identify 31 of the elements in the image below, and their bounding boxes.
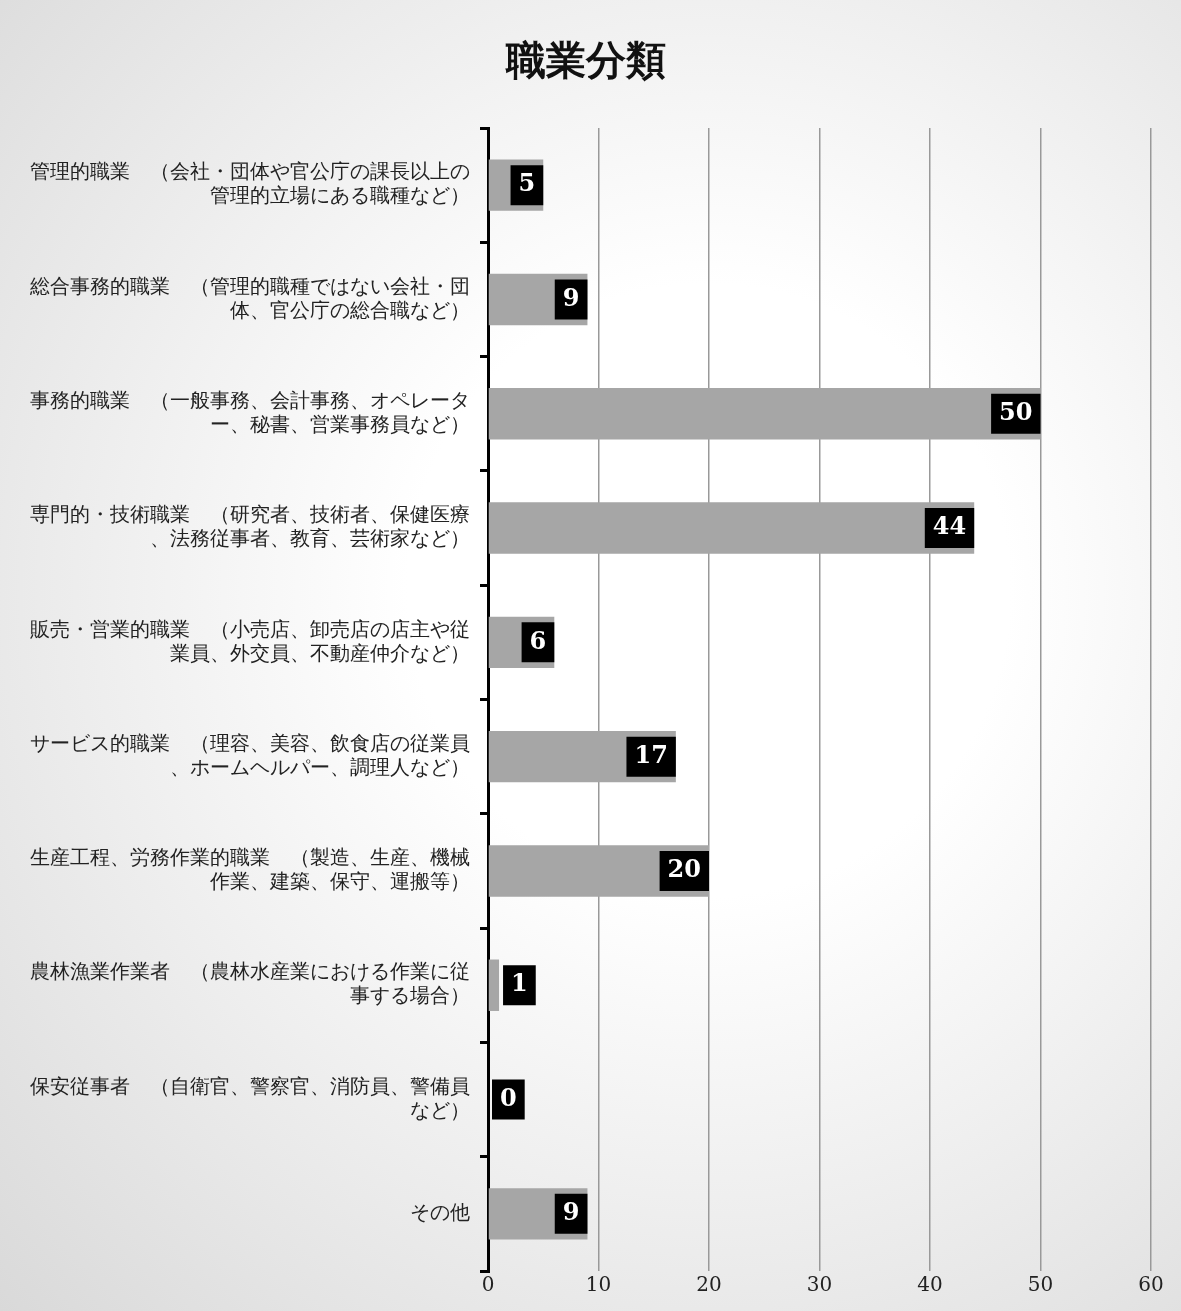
data-label: 20: [667, 854, 701, 884]
data-label: 44: [932, 511, 967, 541]
x-tick-label: 0: [481, 1272, 495, 1297]
y-tick-label: 専門的・技術職業 （研究者、技術者、保健医療、法務従事者、教育、芸術家など）: [30, 502, 470, 551]
chart-title: 職業分類: [504, 36, 666, 84]
y-tick-label: サービス的職業 （理容、美容、飲食店の従業員、ホームヘルパー、調理人など）: [30, 730, 470, 779]
data-label: 1: [511, 968, 528, 998]
bar: [488, 959, 500, 1011]
data-label: 17: [634, 739, 668, 769]
data-label: 50: [999, 396, 1033, 426]
data-label: 9: [562, 1197, 580, 1227]
data-label: 6: [529, 625, 547, 655]
y-tick-label: その他: [410, 1200, 470, 1225]
data-label: 0: [500, 1082, 517, 1112]
data-label: 9: [562, 282, 580, 312]
y-tick-label: 総合事務的職業 （管理的職種ではない会社・団体、官公庁の総合職など）: [29, 273, 470, 322]
x-tick-label: 20: [696, 1272, 722, 1297]
x-tick-label: 10: [585, 1272, 612, 1297]
bar: [488, 388, 1041, 440]
y-tick-label: 保安従事者 （自衛官、警察官、消防員、警備員など）: [30, 1073, 470, 1122]
bar: [488, 502, 975, 554]
data-label: 5: [518, 168, 536, 198]
x-tick-label: 50: [1027, 1272, 1054, 1297]
x-tick-label: 30: [806, 1272, 833, 1297]
x-tick-label: 60: [1138, 1272, 1164, 1297]
y-tick-label: 生産工程、労務作業的職業 （製造、生産、機械作業、建築、保守、運搬等）: [30, 845, 470, 894]
y-tick-label: 管理的職業 （会社・団体や官公庁の課長以上の管理的立場にある職種など）: [30, 159, 470, 208]
y-tick-label: 販売・営業的職業 （小売店、卸売店の店主や従業員、外交員、不動産仲介など）: [30, 616, 470, 665]
x-tick-label: 40: [917, 1272, 943, 1297]
y-tick-label: 農林漁業作業者 （農林水産業における作業に従事する場合）: [30, 959, 470, 1008]
y-tick-label: 事務的職業 （一般事務、会計事務、オペレーター、秘書、営業事務員など）: [30, 387, 470, 436]
